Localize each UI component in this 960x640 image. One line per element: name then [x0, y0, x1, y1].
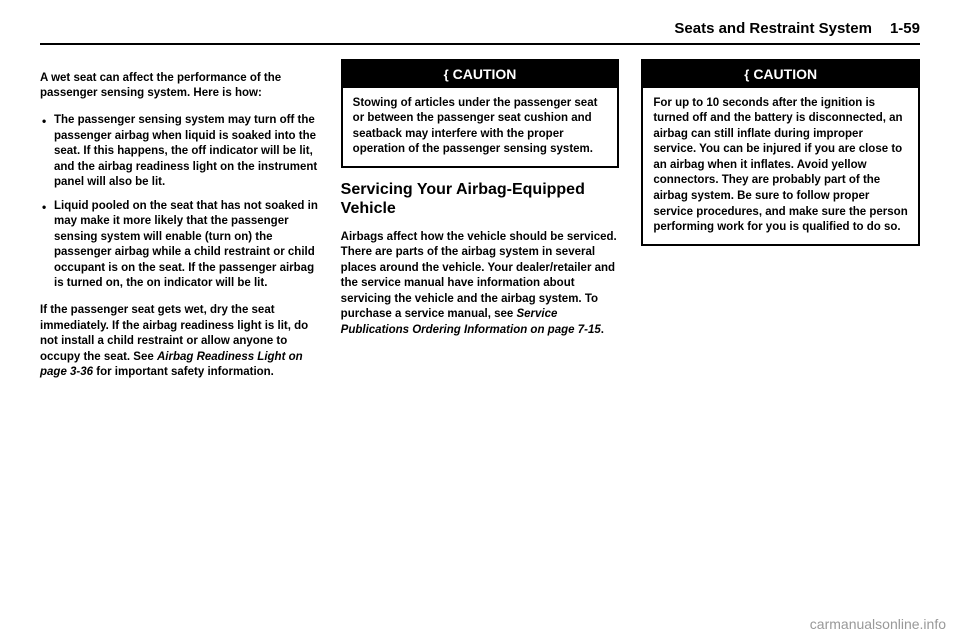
page-header: Seats and Restraint System 1-59 [40, 20, 920, 45]
watermark: carmanualsonline.info [810, 616, 946, 632]
col1-outro: If the passenger seat gets wet, dry the … [40, 303, 319, 381]
caution-label: CAUTION [753, 65, 817, 84]
warning-icon: { [444, 68, 449, 81]
caution-body: Stowing of articles under the passenger … [343, 88, 618, 166]
caution-header: { CAUTION [343, 61, 618, 88]
page-number: 1-59 [890, 20, 920, 37]
col2-body-text1: Airbags affect how the vehicle should be… [341, 231, 617, 321]
caution-header: { CAUTION [643, 61, 918, 88]
column-3: { CAUTION For up to 10 seconds after the… [641, 59, 920, 392]
caution-label: CAUTION [453, 65, 517, 84]
list-item: Liquid pooled on the seat that has not s… [40, 199, 319, 292]
caution-body: For up to 10 seconds after the ignition … [643, 88, 918, 244]
col1-intro: A wet seat can affect the performance of… [40, 71, 319, 102]
servicing-heading: Servicing Your Airbag-Equipped Vehicle [341, 180, 620, 218]
manual-page: Seats and Restraint System 1-59 A wet se… [0, 0, 960, 640]
col1-outro-text2: for important safety information. [93, 366, 274, 378]
column-2: { CAUTION Stowing of articles under the … [341, 59, 620, 392]
col1-bullet-list: The passenger sensing system may turn of… [40, 113, 319, 292]
column-1: A wet seat can affect the performance of… [40, 59, 319, 392]
warning-icon: { [744, 68, 749, 81]
content-columns: A wet seat can affect the performance of… [40, 59, 920, 392]
list-item: The passenger sensing system may turn of… [40, 113, 319, 191]
section-title: Seats and Restraint System [674, 20, 872, 37]
caution-box: { CAUTION Stowing of articles under the … [341, 59, 620, 168]
col2-body-text2: . [601, 324, 604, 336]
col2-body: Airbags affect how the vehicle should be… [341, 230, 620, 339]
caution-box: { CAUTION For up to 10 seconds after the… [641, 59, 920, 246]
